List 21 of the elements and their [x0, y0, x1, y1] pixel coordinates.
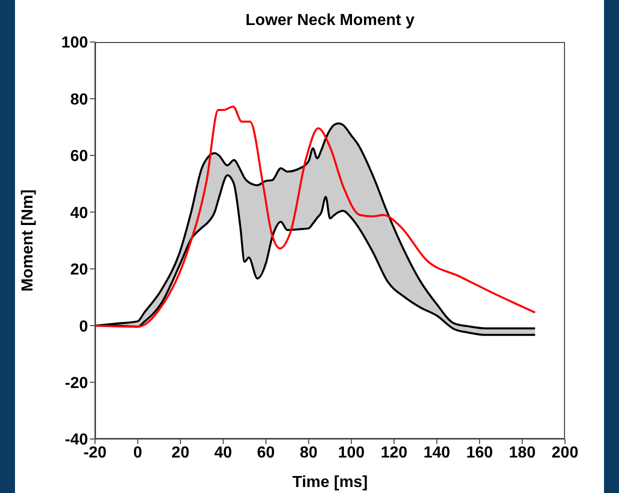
x-tick-label: 140 — [423, 444, 450, 462]
y-axis-title: Moment [Nm] — [20, 189, 37, 292]
x-tick-label: 200 — [552, 444, 578, 462]
x-tick-label: 120 — [380, 444, 408, 462]
x-axis-title: Time [ms] — [292, 474, 368, 491]
y-tick-label: -20 — [64, 374, 88, 392]
y-tick-label: 0 — [79, 318, 88, 336]
x-tick-label: 60 — [257, 444, 275, 462]
x-tick-label: 40 — [214, 444, 232, 462]
y-tick-label: 60 — [70, 148, 88, 166]
x-tick-label: 180 — [508, 444, 536, 462]
y-tick-label: 100 — [61, 34, 88, 52]
x-tick-label: 20 — [172, 444, 190, 462]
x-tick-label: 160 — [466, 444, 493, 462]
y-tick-label: 40 — [70, 204, 88, 222]
y-tick-label: 80 — [70, 91, 88, 108]
chart-title: Lower Neck Moment y — [244, 12, 416, 30]
x-tick-label: 80 — [300, 444, 318, 462]
x-tick-label: 100 — [338, 444, 365, 462]
y-tick-label: 20 — [70, 262, 88, 279]
x-tick-label: 0 — [133, 444, 142, 462]
